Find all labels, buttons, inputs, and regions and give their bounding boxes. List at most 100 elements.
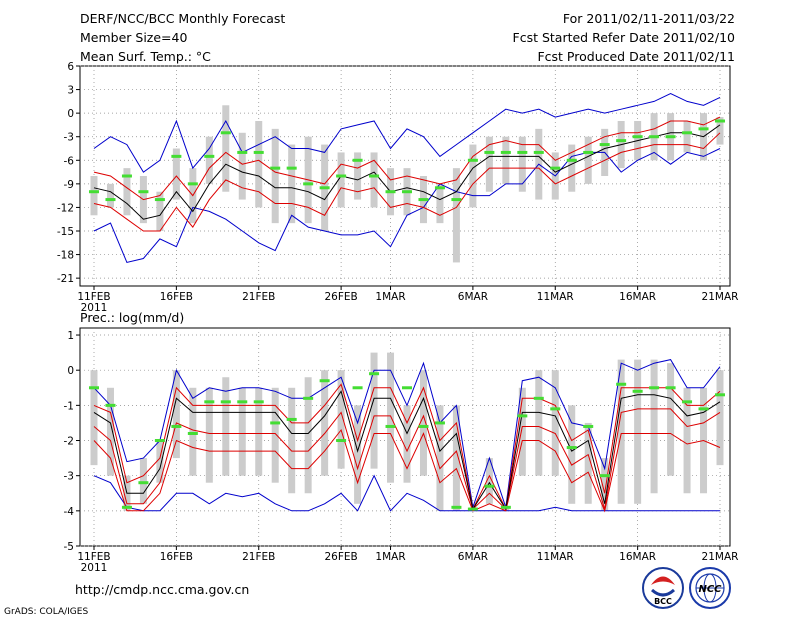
member-marker (319, 186, 330, 190)
chart-title: DERF/NCC/BCC Monthly Forecast (80, 11, 285, 26)
bcc-logo-text: BCC (654, 597, 672, 606)
range-bar (172, 370, 180, 459)
member-marker (402, 386, 412, 390)
range-bar (321, 370, 329, 476)
member-marker (599, 143, 610, 147)
lower-spread-line (93, 132, 721, 232)
ncc-logo: NCC (689, 567, 731, 609)
member-marker (352, 386, 363, 390)
member-marker (484, 150, 495, 154)
range-bar (650, 359, 658, 494)
range-bar (271, 387, 279, 483)
ensemble-mean-line (93, 124, 721, 220)
member-marker (336, 439, 347, 443)
member-marker (698, 127, 709, 131)
range-bar (106, 387, 114, 476)
member-marker (286, 417, 297, 421)
member-marker (418, 198, 429, 202)
member-marker (517, 150, 528, 154)
member-marker (715, 393, 725, 397)
y-tick-label: 0 (67, 365, 74, 377)
member-marker (517, 414, 528, 418)
member-marker (154, 439, 165, 443)
range-bar (205, 136, 213, 184)
range-bar (90, 370, 98, 466)
x-tick-label: 6MAR (458, 551, 488, 563)
range-bar (634, 359, 642, 504)
member-marker (665, 386, 676, 390)
member-marker (369, 174, 380, 178)
member-marker (434, 186, 445, 190)
member-marker (154, 198, 165, 202)
member-marker (649, 135, 660, 139)
range-bar (667, 363, 675, 476)
member-marker (698, 407, 709, 411)
range-bar (683, 387, 691, 494)
range-bar (518, 136, 526, 192)
x-tick-label: 26FEB (324, 551, 357, 563)
y-tick-label: -6 (64, 155, 75, 167)
member-marker (467, 507, 478, 511)
x-tick-label: 16FEB (160, 291, 193, 303)
precip-title: Prec.: log(mm/d) (80, 310, 184, 325)
max-envelope-line (93, 92, 721, 173)
member-marker (121, 505, 132, 509)
member-marker (105, 403, 116, 407)
member-marker (105, 198, 116, 202)
member-marker (171, 424, 182, 428)
x-tick-label: 1MAR (375, 291, 405, 303)
range-bar (222, 377, 230, 476)
y-tick-label: -21 (57, 273, 74, 285)
variable-label: Mean Surf. Temp.: °C (80, 49, 211, 64)
member-marker (253, 400, 264, 404)
range-bar (584, 422, 592, 504)
range-bar (452, 405, 460, 511)
range-bar (337, 152, 345, 208)
member-marker (599, 474, 610, 478)
member-marker (253, 150, 264, 154)
range-bar (123, 168, 131, 216)
member-marker (352, 158, 363, 162)
y-tick-label: -1 (64, 400, 74, 412)
range-bar (172, 148, 180, 200)
member-marker (138, 190, 149, 194)
forecast-period: For 2011/02/11-2011/03/22 (563, 11, 735, 26)
member-marker (682, 131, 693, 135)
member-marker (171, 154, 182, 158)
y-tick-label: 6 (67, 61, 74, 73)
member-marker (319, 379, 330, 383)
lowest-spread-line (93, 428, 721, 513)
bcc-logo: BCC (642, 567, 684, 609)
x-tick-label: 21MAR (702, 551, 739, 563)
x-tick-label: 11FEB (77, 291, 110, 303)
range-bar (485, 136, 493, 192)
range-bar (387, 352, 395, 483)
range-bar (716, 117, 724, 145)
member-marker (220, 131, 231, 135)
range-bar (106, 183, 114, 208)
range-bar (337, 370, 345, 469)
range-bar (189, 387, 197, 476)
member-marker (649, 386, 660, 390)
member-marker (616, 139, 627, 143)
x-tick-label: 21MAR (702, 291, 739, 303)
member-marker (187, 182, 198, 186)
member-marker (138, 481, 149, 485)
y-tick-label: -5 (64, 541, 74, 553)
source-url: http://cmdp.ncc.cma.gov.cn (75, 582, 249, 597)
member-marker (270, 166, 281, 170)
grads-credit: GrADS: COLA/IGES (4, 607, 88, 617)
member-marker (270, 421, 281, 425)
ensemble-mean-line (93, 390, 721, 511)
ncc-logo-text: NCC (698, 584, 722, 595)
x-tick-label: 11MAR (537, 291, 574, 303)
member-marker (715, 119, 725, 123)
range-bar (502, 136, 510, 184)
range-bar (354, 405, 362, 504)
range-bar (288, 144, 296, 224)
range-bar (568, 144, 576, 192)
member-marker (303, 182, 314, 186)
range-bar (354, 152, 362, 200)
